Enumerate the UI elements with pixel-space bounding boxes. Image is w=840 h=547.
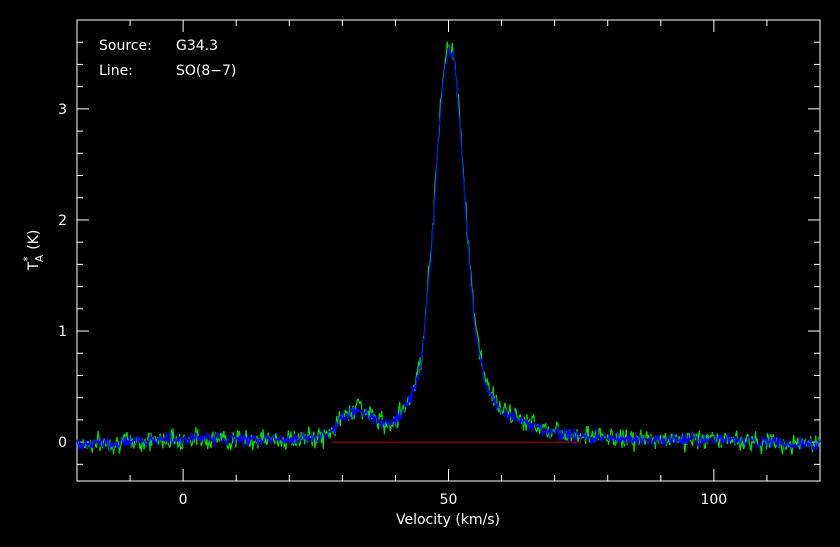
x-axis-label: Velocity (km/s) xyxy=(396,512,500,528)
x-tick-label: 100 xyxy=(700,492,727,508)
annotation-source-value: G34.3 xyxy=(176,38,218,54)
annotation-source-key: Source: xyxy=(99,38,152,54)
y-axis-label-sup: * xyxy=(21,256,34,262)
series-group xyxy=(76,41,821,455)
series-line-1 xyxy=(76,41,821,455)
x-tick-label: 0 xyxy=(179,492,188,508)
plot-frame xyxy=(76,19,821,482)
y-tick-label: 2 xyxy=(58,213,67,229)
annotation-line-key: Line: xyxy=(99,63,133,79)
y-axis-label-unit: (K) xyxy=(26,230,42,250)
y-axis-label-main: T xyxy=(26,261,42,271)
y-axis-label-sub: A xyxy=(33,254,46,262)
annotation-line-value: SO(8−7) xyxy=(176,63,236,79)
y-tick-label: 3 xyxy=(58,102,67,118)
x-tick-label: 50 xyxy=(440,492,458,508)
y-axis-label: T*A (K) xyxy=(21,230,46,272)
y-tick-label: 1 xyxy=(58,324,67,340)
y-tick-label: 0 xyxy=(58,435,67,451)
svg-text:T*A(K): T*A (K) xyxy=(21,230,46,272)
axis-ticks: 0 50 100 0 1 2 3 xyxy=(58,20,821,508)
series-line-2 xyxy=(76,45,821,452)
